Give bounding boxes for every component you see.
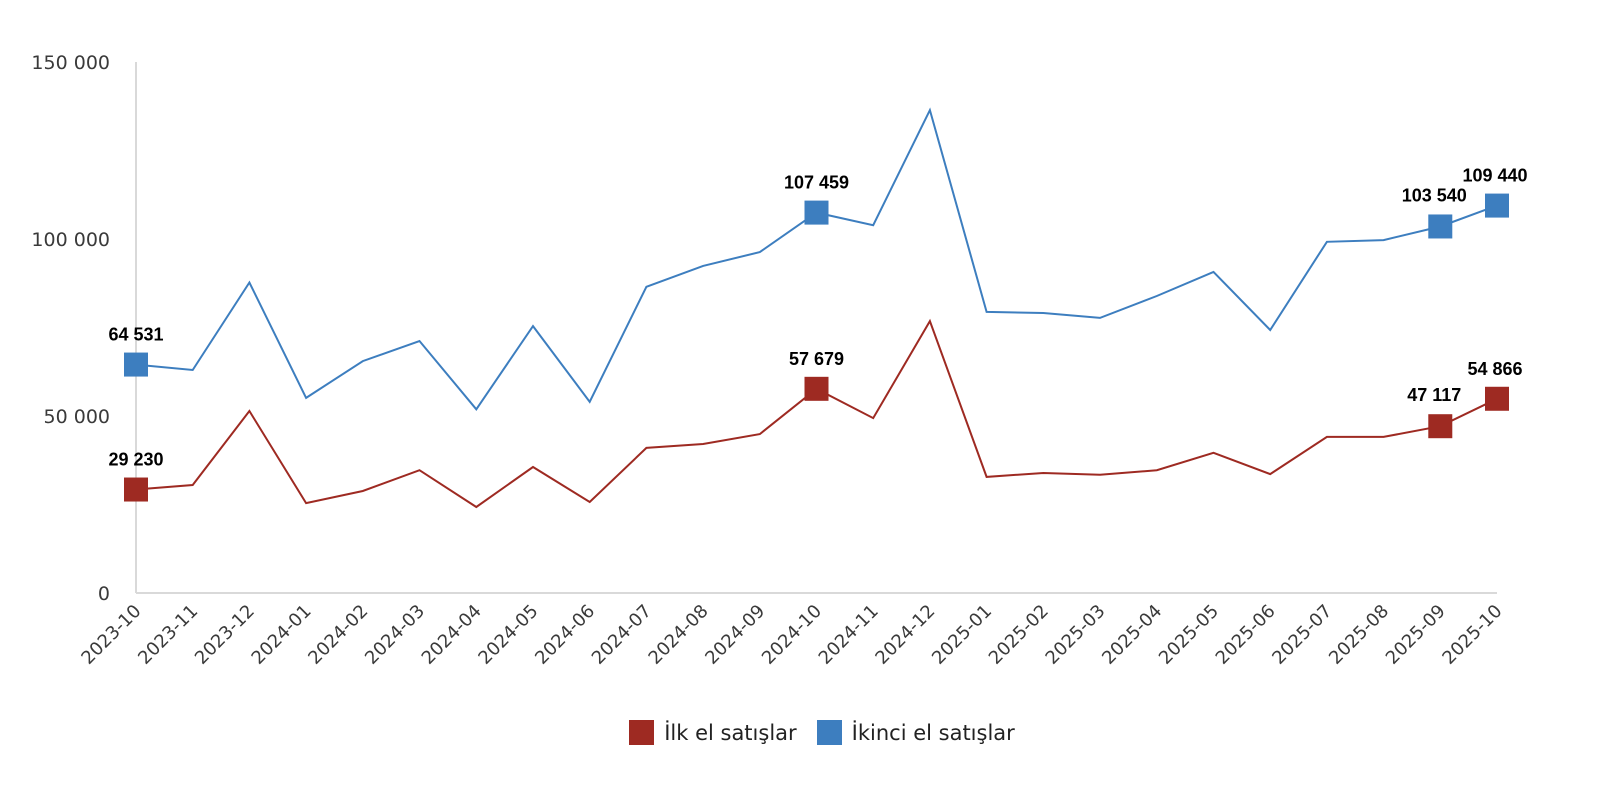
legend-label: İkinci el satışlar — [851, 720, 1015, 745]
x-tick-label: 2024-07 — [588, 601, 656, 669]
x-tick-label: 2024-01 — [248, 601, 316, 669]
y-tick-label: 100 000 — [31, 229, 110, 251]
x-tick-label: 2025-04 — [1098, 601, 1166, 669]
legend: İlk el satışlar İkinci el satışlar — [0, 720, 1604, 745]
line-chart: 0 50 000 100 000 150 000 2023-102023-112023… — [31, 52, 1527, 669]
x-tick-label: 2025-06 — [1212, 601, 1280, 669]
data-point-marker[interactable] — [1485, 386, 1509, 411]
x-tick-label: 2025-01 — [928, 601, 996, 669]
legend-label: İlk el satışlar — [664, 720, 797, 745]
axes — [135, 62, 1497, 594]
x-tick-label: 2024-04 — [418, 601, 486, 669]
x-tick-label: 2024-03 — [361, 601, 429, 669]
data-point-marker[interactable] — [124, 477, 148, 502]
data-label: 64 531 — [108, 325, 163, 345]
x-tick-label: 2024-06 — [531, 601, 599, 669]
x-tick-label: 2023-10 — [77, 601, 145, 669]
x-tick-label: 2025-08 — [1325, 601, 1393, 669]
data-label: 109 440 — [1462, 166, 1527, 186]
data-point-marker[interactable] — [804, 200, 829, 225]
x-tick-label: 2025-09 — [1382, 601, 1450, 669]
legend-swatch-blue-icon — [816, 720, 842, 745]
data-point-marker[interactable] — [1428, 414, 1453, 439]
y-axis-ticks: 0 50 000 100 000 150 000 — [31, 52, 110, 605]
x-tick-label: 2025-03 — [1042, 601, 1110, 669]
x-tick-label: 2023-12 — [191, 601, 259, 669]
x-tick-label: 2024-10 — [758, 601, 826, 669]
series-markers — [124, 193, 1509, 502]
y-tick-label: 0 — [98, 583, 110, 605]
y-tick-label: 150 000 — [31, 52, 110, 74]
x-tick-label: 2024-09 — [701, 601, 769, 669]
series-lines — [135, 107, 1498, 509]
data-label: 107 459 — [784, 173, 849, 193]
data-label: 29 230 — [108, 450, 163, 470]
x-tick-label: 2024-12 — [871, 601, 939, 669]
data-point-marker[interactable] — [804, 376, 829, 401]
x-tick-label: 2025-05 — [1155, 601, 1223, 669]
x-tick-label: 2023-11 — [134, 601, 202, 669]
x-tick-label: 2024-11 — [815, 601, 883, 669]
data-labels: 29 230 57 679 47 117 54 866 64 531 107 459 103… — [108, 166, 1527, 470]
x-tick-label: 2025-02 — [985, 601, 1053, 669]
data-label: 103 540 — [1402, 185, 1467, 205]
x-tick-label: 2024-02 — [304, 601, 372, 669]
data-label: 54 866 — [1467, 359, 1522, 379]
data-point-marker[interactable] — [1428, 214, 1453, 239]
data-label: 57 679 — [789, 349, 844, 369]
data-point-marker[interactable] — [124, 352, 148, 377]
x-tick-label: 2024-08 — [645, 601, 713, 669]
y-tick-label: 50 000 — [44, 406, 110, 428]
data-point-marker[interactable] — [1485, 193, 1509, 218]
legend-swatch-red-icon — [629, 720, 655, 745]
x-tick-label: 2025-10 — [1438, 601, 1506, 669]
x-axis-ticks: 2023-102023-112023-122024-012024-022024-… — [77, 601, 1506, 669]
legend-item-ilk-el[interactable]: İlk el satışlar — [589, 720, 797, 745]
data-label: 47 117 — [1407, 385, 1461, 405]
x-tick-label: 2024-05 — [474, 601, 542, 669]
x-tick-label: 2025-07 — [1268, 601, 1336, 669]
legend-item-ikinci-el[interactable]: İkinci el satışlar — [811, 720, 1015, 745]
